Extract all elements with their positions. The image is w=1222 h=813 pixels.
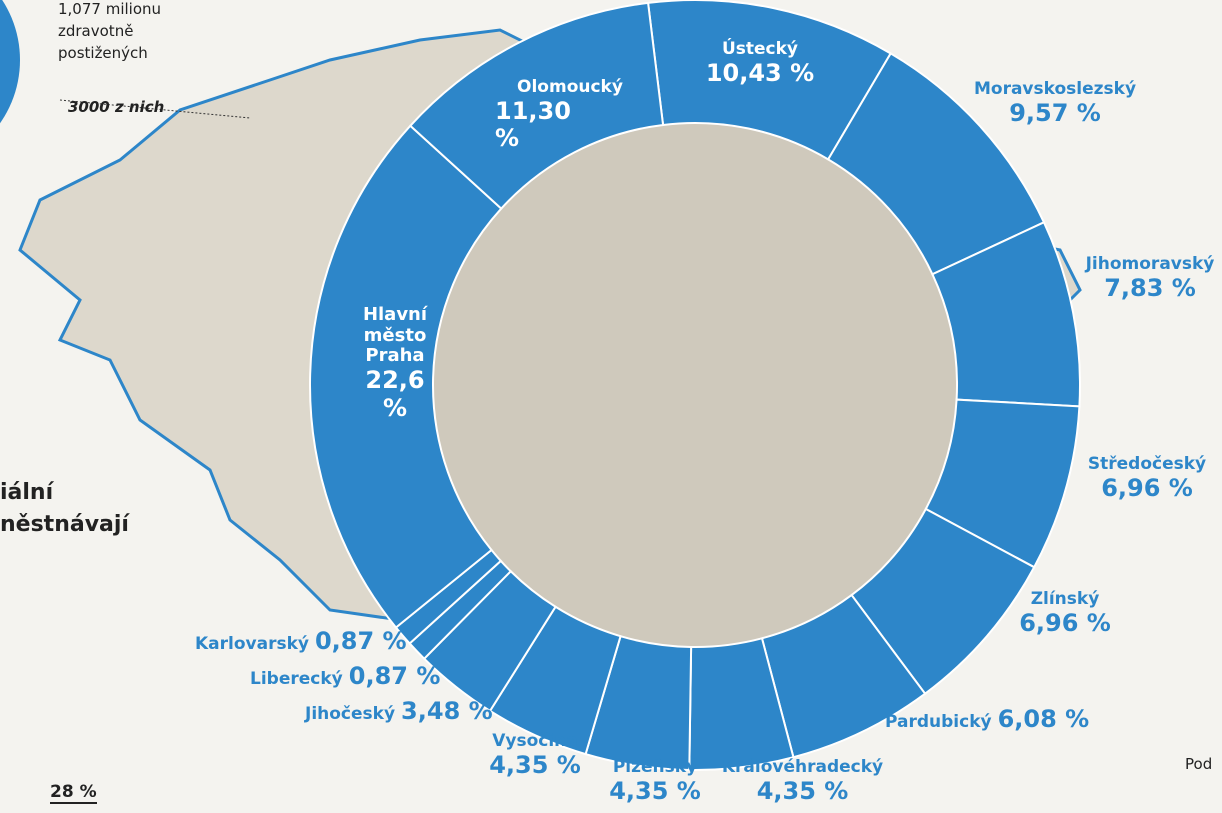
value-label: 4,35 % <box>756 776 849 805</box>
region-label: Vysočina 4,35 % <box>485 731 585 779</box>
region-label: Zlínský 6,96 % <box>1010 589 1120 637</box>
region-label: Středočeský 6,96 % <box>1082 454 1212 502</box>
region-label: Karlovarský 0,87 % <box>195 627 407 656</box>
value-label: 0,87 % <box>314 627 407 655</box>
annotation: postižených <box>58 44 148 62</box>
value-label: 22,6 % <box>365 366 425 422</box>
region-name: Moravskoslezský <box>973 79 1137 99</box>
annotation: Pod <box>1185 755 1213 773</box>
value-label: 6,96 % <box>1101 473 1193 502</box>
region-label: Jihomoravský 7,83 % <box>1080 254 1220 302</box>
region-label: Ústecký 10,43 % <box>700 39 820 87</box>
value-label: 6,96 % <box>1019 608 1111 637</box>
value-label: 3,48 % <box>401 697 493 725</box>
value-label: 4,35 % <box>609 776 701 805</box>
region-name: Olomoucký <box>517 77 623 97</box>
region-name: Ústecký <box>721 39 799 59</box>
value-label: 11,30 % <box>495 96 571 153</box>
donut-segment <box>408 1 665 211</box>
region-label: Plzeňský 4,35 % <box>605 757 705 805</box>
donut-segment <box>309 124 503 629</box>
region-name: Jihočeský <box>305 704 396 724</box>
region-label: Hlavní město Praha 22,6 % <box>355 304 435 422</box>
region-name: Pardubický <box>885 712 992 732</box>
photo-area <box>433 123 957 647</box>
region-name: Jihomoravský <box>1085 254 1215 274</box>
value-label: 10,43 % <box>705 58 815 87</box>
region-label: Liberecký 0,87 % <box>250 662 441 691</box>
annotation: 3000 z nich <box>68 98 165 116</box>
region-name: Hlavní město Praha <box>362 304 428 367</box>
region-label: Olomoucký 11,30 % <box>495 77 645 153</box>
value-label: 6,08 % <box>997 705 1090 733</box>
region-name: Středočeský <box>1087 454 1207 474</box>
region-name: Liberecký <box>250 669 343 689</box>
annotation: něstnávají <box>0 512 129 537</box>
region-label: Pardubický 6,08 % <box>885 705 1090 734</box>
annotation: 28 % <box>50 782 97 804</box>
value-label: 0,87 % <box>348 662 441 690</box>
decor-circle <box>0 0 20 124</box>
value-label: 4,35 % <box>489 750 581 779</box>
region-name: Královéhradecký <box>721 757 884 777</box>
value-label: 7,83 % <box>1104 273 1196 302</box>
region-name: Karlovarský <box>195 634 309 654</box>
annotation: zdravotně <box>58 22 134 40</box>
region-name: Plzeňský <box>612 757 698 777</box>
region-name: Zlínský <box>1030 589 1100 609</box>
region-label: Královéhradecký 4,35 % <box>715 757 890 805</box>
region-label: Moravskoslezský 9,57 % <box>960 79 1150 127</box>
region-label: Jihočeský 3,48 % <box>305 697 493 726</box>
annotation: 1,077 milionu <box>58 0 162 18</box>
region-name: Vysočina <box>492 731 578 751</box>
annotation: iální <box>0 480 54 505</box>
value-label: 9,57 % <box>1009 98 1101 127</box>
